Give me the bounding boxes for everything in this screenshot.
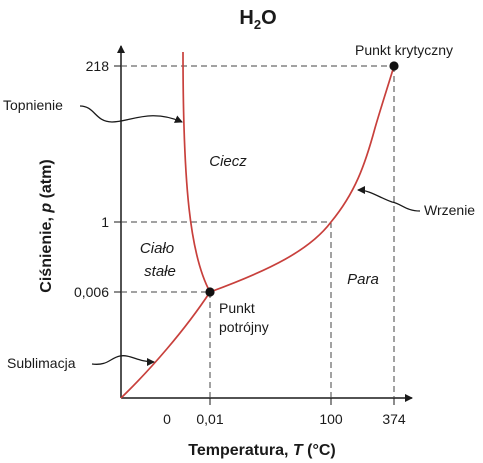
x-tick-label-0: 0 (163, 411, 171, 427)
x-tick-label-374: 374 (382, 411, 406, 427)
boiling-curve-label: Wrzenie (424, 202, 475, 218)
y-axis-title: Ciśnienie, p (atm) (38, 159, 55, 292)
x-tick-label-100: 100 (319, 411, 343, 427)
triple-point-marker (205, 287, 215, 297)
guide-lines (121, 65, 395, 398)
sublimation-curve-label: Sublimacja (7, 355, 76, 371)
melting-curve (182, 51, 211, 293)
x-axis-title: Temperatura, T (°C) (188, 442, 335, 459)
region-solid-label-line1: Ciało (140, 240, 174, 257)
y-tick-label-1: 1 (101, 214, 109, 230)
y-tick-label-218: 218 (86, 58, 110, 74)
sublimation-curve (120, 291, 211, 399)
triple-point-label-line2: potrójny (219, 319, 269, 335)
x-tick-label-001: 0,01 (196, 411, 223, 427)
region-solid-label-line2: stałe (144, 263, 176, 280)
melting-annotation-arrow (79, 105, 183, 123)
melting-curve-label: Topnienie (3, 97, 63, 113)
critical-point-label: Punkt krytyczny (355, 42, 453, 58)
chart-title: H2O (239, 7, 276, 32)
boiling-annotation-arrow (357, 186, 421, 212)
critical-point-marker (389, 61, 399, 71)
region-gas-label: Para (347, 271, 379, 288)
y-tick-label-0006: 0,006 (74, 284, 109, 300)
boiling-curve (209, 65, 395, 293)
sublimation-annotation-arrow (91, 355, 155, 366)
triple-point-label-line1: Punkt (219, 300, 255, 316)
region-liquid-label: Ciecz (209, 153, 247, 170)
